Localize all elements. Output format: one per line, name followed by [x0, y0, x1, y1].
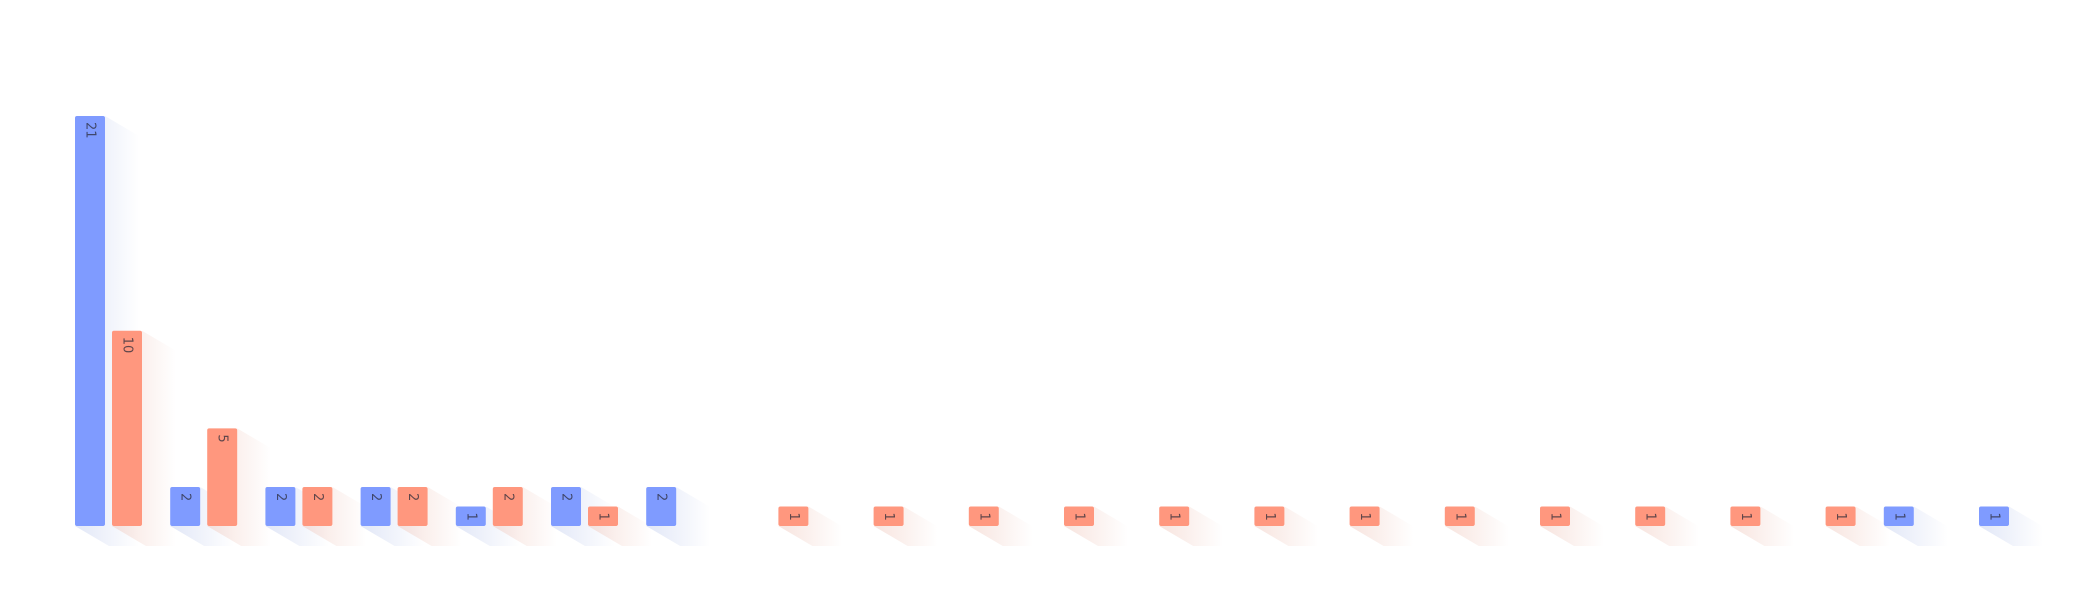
- data-label: 1: [1738, 512, 1753, 520]
- bar-3-series-1: [265, 486, 296, 526]
- data-label: 1: [1833, 512, 1848, 520]
- data-label: 1: [1643, 512, 1658, 520]
- bar-shadow: [207, 428, 272, 546]
- bar-shadow: [968, 506, 1033, 546]
- bar-shadow: [778, 506, 843, 546]
- bar-6-series-1: [551, 486, 581, 526]
- data-label: 2: [559, 493, 574, 501]
- data-label: 1: [1452, 512, 1467, 520]
- data-label: 1: [1548, 512, 1563, 520]
- bar-4-series-2: [397, 486, 428, 526]
- data-label: 1: [1987, 512, 2002, 520]
- bar-20-series-1: [1883, 506, 1914, 526]
- bars: [75, 116, 2009, 526]
- bar-shadow: [1444, 506, 1509, 546]
- bar-12-series-2: [1159, 506, 1190, 526]
- bar-10-series-2: [968, 506, 999, 526]
- data-label: 1: [1072, 512, 1087, 520]
- bar-5-series-2: [492, 486, 523, 526]
- bar-7-series-1: [646, 486, 677, 526]
- data-label: 2: [500, 493, 515, 501]
- bar-15-series-2: [1444, 506, 1475, 526]
- bar-shadows: [75, 116, 2043, 546]
- bar-shadow: [492, 486, 557, 546]
- bar-17-series-2: [1635, 506, 1666, 526]
- data-label: 5: [215, 434, 230, 442]
- bar-shadow: [1349, 506, 1414, 546]
- bar-1-series-1: [75, 116, 105, 526]
- bar-4-series-1: [360, 486, 391, 526]
- data-label: 1: [786, 512, 801, 520]
- data-label: 1: [1357, 512, 1372, 520]
- bar-shadow: [1979, 506, 2043, 546]
- bar-14-series-2: [1349, 506, 1380, 526]
- bar-shadow: [1540, 506, 1604, 546]
- data-label: 2: [273, 493, 288, 501]
- bar-shadow: [112, 330, 176, 546]
- bar-shadow: [1159, 506, 1224, 546]
- bar-shadow: [873, 506, 938, 546]
- bar-shadow: [646, 486, 711, 546]
- bar-8-series-2: [778, 506, 809, 526]
- bar-18-series-2: [1730, 506, 1761, 526]
- data-label: 2: [310, 493, 325, 501]
- data-label: 1: [881, 512, 896, 520]
- bar-shadow: [455, 506, 520, 546]
- data-label: 21: [83, 122, 98, 139]
- bar-5-series-1: [455, 506, 486, 526]
- data-label: 2: [368, 493, 383, 501]
- bar-21-series-1: [1979, 506, 2009, 526]
- data-label: 2: [654, 493, 669, 501]
- data-label: 1: [596, 512, 611, 520]
- bar-11-series-2: [1064, 506, 1094, 526]
- bar-2-series-1: [170, 486, 201, 526]
- bar-shadow: [1635, 506, 1700, 546]
- bar-shadow: [397, 486, 462, 546]
- bar-2-series-2: [207, 428, 238, 526]
- data-label: 1: [463, 512, 478, 520]
- bar-3-series-2: [302, 486, 333, 526]
- bar-9-series-2: [873, 506, 904, 526]
- bar-shadow: [588, 506, 652, 546]
- data-label: 1: [1167, 512, 1182, 520]
- bar-1-series-2: [112, 330, 142, 526]
- bar-shadow: [1730, 506, 1795, 546]
- data-label: 10: [120, 337, 135, 354]
- bar-shadow: [302, 486, 367, 546]
- bar-6-series-2: [588, 506, 618, 526]
- bar-shadow: [1064, 506, 1128, 546]
- bar-19-series-2: [1825, 506, 1856, 526]
- data-label: 1: [1891, 512, 1906, 520]
- data-label: 2: [178, 493, 193, 501]
- bar-13-series-2: [1254, 506, 1285, 526]
- data-label: 2: [405, 493, 420, 501]
- bar-16-series-2: [1540, 506, 1570, 526]
- bar-shadow: [1883, 506, 1948, 546]
- data-label: 1: [976, 512, 991, 520]
- bar-shadow: [1825, 506, 1890, 546]
- data-label: 1: [1262, 512, 1277, 520]
- bar-shadow: [1254, 506, 1319, 546]
